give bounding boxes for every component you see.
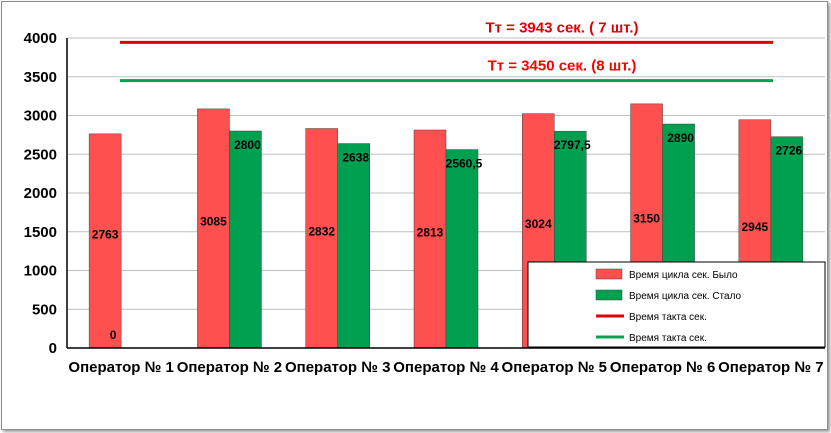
y-tick-label: 3000 bbox=[24, 108, 57, 125]
takt-annotation-2: Тт = 3450 сек. (8 шт.) bbox=[488, 58, 637, 75]
data-label: 2726 bbox=[776, 144, 803, 158]
legend-entry: Время такта сек. bbox=[629, 333, 707, 344]
legend-swatch bbox=[595, 268, 623, 280]
bar-bylo-2 bbox=[197, 108, 230, 349]
data-label: 2800 bbox=[234, 138, 261, 152]
bar-stalo-4 bbox=[445, 149, 479, 349]
legend bbox=[527, 261, 826, 348]
bar-stalo-3 bbox=[337, 143, 370, 349]
data-label: 2763 bbox=[92, 228, 119, 242]
data-label: 2813 bbox=[417, 225, 444, 239]
y-tick-label: 500 bbox=[32, 301, 57, 318]
data-label: 2890 bbox=[667, 131, 694, 145]
x-tick-label: Оператор № 6 bbox=[610, 359, 715, 376]
legend-entry: Время цикла сек. Было bbox=[629, 270, 738, 281]
x-tick-label: Оператор № 3 bbox=[285, 359, 390, 376]
data-label: 2560,5 bbox=[446, 157, 483, 171]
y-tick-label: 1500 bbox=[24, 224, 57, 241]
y-tick-label: 0 bbox=[49, 340, 57, 357]
x-tick-label: Оператор № 1 bbox=[68, 359, 173, 376]
y-tick-label: 1000 bbox=[24, 263, 57, 280]
takt-annotation-1: Тт = 3943 сек. ( 7 шт.) bbox=[485, 19, 638, 36]
data-label: 0 bbox=[110, 328, 117, 342]
bar-stalo-2 bbox=[229, 130, 262, 349]
x-tick-label: Оператор № 2 bbox=[177, 359, 282, 376]
data-label: 2945 bbox=[742, 220, 769, 234]
data-label: 3085 bbox=[200, 214, 227, 228]
data-label: 2832 bbox=[308, 225, 335, 239]
y-tick-label: 4000 bbox=[24, 30, 57, 47]
data-label: 2797,5 bbox=[554, 138, 591, 152]
x-tick-label: Оператор № 5 bbox=[502, 359, 607, 376]
data-label: 3150 bbox=[633, 212, 660, 226]
legend-swatch bbox=[595, 289, 623, 301]
data-label: 2638 bbox=[342, 151, 369, 165]
y-tick-label: 2500 bbox=[24, 146, 57, 163]
data-label: 3024 bbox=[525, 217, 552, 231]
legend-entry: Время цикла сек. Стало bbox=[629, 291, 742, 302]
x-tick-label: Оператор № 7 bbox=[718, 359, 823, 376]
x-tick-label: Оператор № 4 bbox=[393, 359, 499, 376]
legend-entry: Время такта сек. bbox=[629, 312, 707, 323]
y-tick-label: 3500 bbox=[24, 69, 57, 86]
y-tick-label: 2000 bbox=[24, 185, 57, 202]
